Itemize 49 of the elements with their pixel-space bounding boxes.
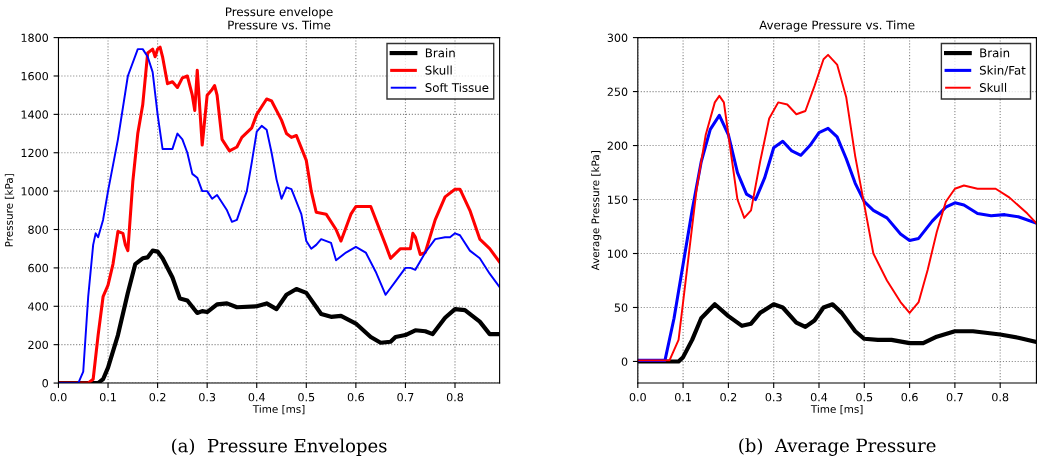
x-tick-label: 0.2 (149, 392, 166, 402)
chart-title: Average Pressure vs. Time (759, 20, 915, 32)
y-tick-label: 400 (28, 302, 48, 311)
x-tick-label: 0.5 (298, 392, 315, 402)
x-axis-title: Time [ms] (810, 404, 863, 415)
x-tick-label: 0.1 (99, 392, 116, 402)
y-tick-label: 250 (607, 87, 628, 96)
legend-label: Brain (425, 48, 455, 58)
x-tick-label: 0.4 (810, 392, 828, 402)
y-tick-label: 1200 (21, 148, 48, 158)
legend-label: Skull (425, 65, 452, 75)
x-axis-title: Time [ms] (252, 404, 305, 415)
x-tick-label: 0.8 (992, 392, 1009, 402)
y-tick-label: 200 (607, 141, 628, 150)
text: (a) Pressure Envelopes (172, 438, 387, 456)
y-tick-label: 150 (608, 195, 628, 204)
x-tick-label: 0.6 (901, 392, 918, 402)
y-tick-label: 1400 (21, 110, 48, 119)
x-tick-label: 0.4 (248, 392, 265, 402)
x-tick-label: 0.0 (50, 392, 67, 402)
y-tick-label: 200 (28, 340, 48, 350)
y-tick-label: 1000 (21, 187, 48, 196)
x-tick-label: 0.3 (199, 392, 216, 402)
y-tick-label: 300 (607, 33, 628, 42)
x-tick-label: 0.0 (629, 392, 646, 402)
x-tick-label: 0.8 (446, 392, 464, 402)
y-tick-label: 0 (621, 357, 628, 366)
legend-label: Soft Tissue (425, 82, 489, 93)
x-tick-label: 0.5 (856, 392, 873, 402)
legend-label: Brain (980, 48, 1010, 58)
y-tick-label: 0 (42, 379, 48, 388)
y-tick-label: 1800 (21, 33, 48, 42)
y-tick-label: 800 (28, 225, 48, 234)
y-tick-label: 600 (28, 263, 48, 273)
x-tick-label: 0.6 (347, 392, 364, 402)
y-tick-label: 100 (608, 249, 628, 258)
x-tick-label: 0.7 (946, 392, 963, 402)
x-tick-label: 0.3 (765, 392, 782, 402)
y-axis-title: Average Pressure [kPa] (591, 151, 602, 271)
x-tick-label: 0.2 (720, 392, 737, 402)
legend-label: Skull (979, 82, 1007, 93)
x-tick-label: 0.1 (675, 392, 691, 402)
y-tick-label: 1600 (21, 71, 48, 81)
chart-title: Pressure envelope Pressure vs. Time (225, 7, 333, 30)
y-tick-label: 50 (614, 303, 628, 312)
text: (b) Average Pressure (739, 438, 936, 456)
legend-label: Skin/Fat (979, 65, 1026, 76)
y-axis-title: Pressure [kPa] (4, 174, 15, 247)
x-tick-label: 0.7 (397, 392, 414, 402)
